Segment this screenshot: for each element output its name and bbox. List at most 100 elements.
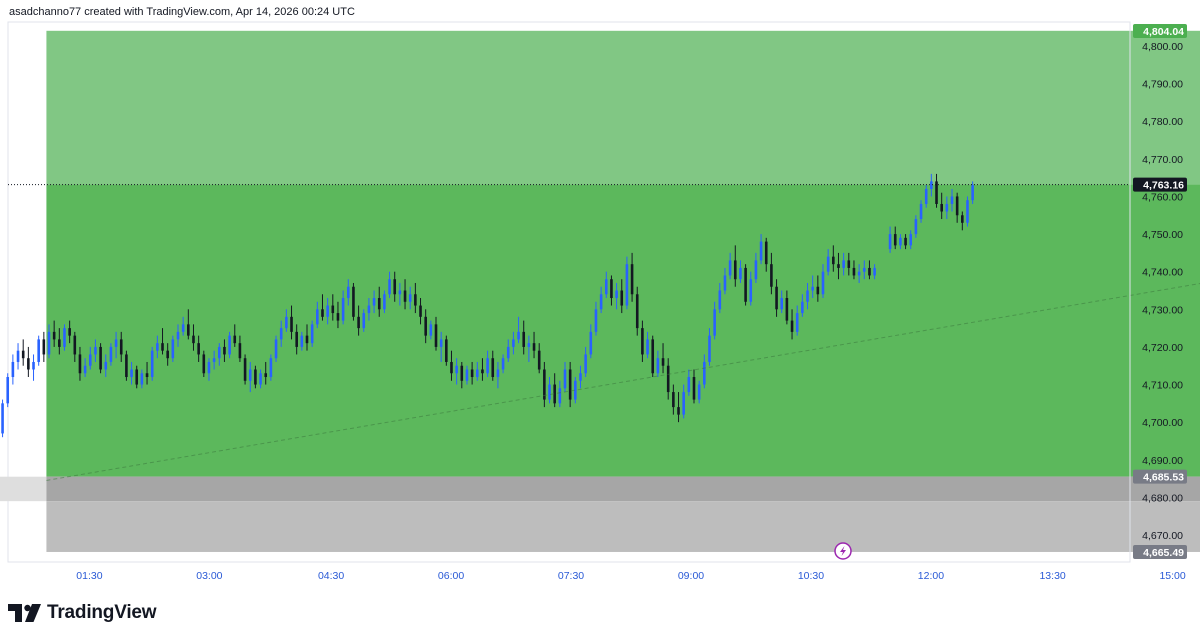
candle-body bbox=[176, 331, 180, 340]
candle-body bbox=[759, 241, 763, 261]
candle-body bbox=[243, 358, 247, 381]
candle-body bbox=[398, 290, 402, 295]
candle-body bbox=[790, 320, 794, 332]
tradingview-branding[interactable]: TradingView bbox=[8, 601, 157, 625]
profit-zone-realized[interactable] bbox=[46, 184, 1200, 477]
candle-body bbox=[697, 384, 701, 400]
candle bbox=[770, 252, 773, 295]
candle-body bbox=[785, 298, 789, 321]
candle bbox=[228, 331, 231, 359]
overlay-lines bbox=[8, 184, 1200, 481]
candle bbox=[367, 298, 371, 321]
candle-body bbox=[68, 328, 71, 336]
candle-body bbox=[909, 234, 913, 246]
last-price-badge: 4,763.16 bbox=[1133, 177, 1187, 192]
stop-zone-lower[interactable] bbox=[46, 501, 1200, 552]
candle-body bbox=[971, 185, 974, 201]
candle bbox=[140, 369, 144, 389]
time-tick-label: 15:00 bbox=[1159, 570, 1185, 582]
candle-body bbox=[579, 373, 582, 381]
candle bbox=[759, 234, 763, 265]
candle-body bbox=[506, 346, 510, 359]
candle bbox=[321, 294, 324, 321]
candle-body bbox=[238, 343, 242, 359]
candle-body bbox=[279, 328, 283, 340]
candle bbox=[966, 196, 969, 227]
candle bbox=[326, 298, 329, 325]
time-axis[interactable]: 19:00121301:3003:0004:3006:0007:3009:001… bbox=[0, 570, 1200, 582]
price-tick-label: 4,720.00 bbox=[1142, 342, 1183, 354]
candle-body bbox=[202, 354, 206, 374]
price-tick-label: 4,760.00 bbox=[1142, 191, 1183, 203]
candle bbox=[171, 335, 175, 362]
candle-body bbox=[604, 279, 608, 295]
candle bbox=[826, 249, 830, 276]
candle bbox=[429, 320, 433, 340]
candle bbox=[352, 282, 355, 321]
candle-body bbox=[16, 350, 20, 362]
candle-body bbox=[171, 339, 175, 359]
candle-body bbox=[233, 335, 237, 344]
candle bbox=[398, 282, 402, 306]
candle bbox=[58, 328, 61, 355]
candle bbox=[837, 252, 840, 280]
candle-body bbox=[857, 271, 861, 276]
candle-body bbox=[893, 234, 897, 246]
profit-zone-remaining[interactable] bbox=[46, 30, 1200, 185]
candle-body bbox=[285, 316, 288, 329]
candle bbox=[780, 290, 784, 314]
candle-body bbox=[780, 298, 784, 310]
candle-body bbox=[672, 392, 675, 408]
candle-body bbox=[27, 358, 30, 370]
entry-price-badge-background bbox=[1133, 469, 1187, 484]
candle bbox=[455, 358, 458, 385]
candle bbox=[501, 354, 505, 374]
candle bbox=[357, 305, 360, 336]
candle bbox=[27, 346, 30, 378]
candle bbox=[445, 335, 448, 366]
chart-caption: asadchanno77 created with TradingView.co… bbox=[9, 6, 355, 18]
candle bbox=[212, 350, 216, 370]
candle-body bbox=[733, 260, 737, 280]
candle bbox=[635, 286, 639, 336]
candle-body bbox=[532, 343, 536, 351]
candle-body bbox=[52, 331, 56, 340]
stop-zone-upper[interactable] bbox=[46, 476, 1200, 502]
candle-body bbox=[445, 339, 448, 362]
lightning-icon[interactable] bbox=[834, 542, 852, 560]
candle-body bbox=[21, 350, 25, 359]
candle-body bbox=[801, 301, 804, 314]
candle-body bbox=[37, 339, 40, 362]
candle bbox=[269, 354, 273, 381]
candle-body bbox=[584, 354, 587, 374]
candle bbox=[785, 290, 789, 325]
candle bbox=[279, 320, 283, 347]
time-tick-label: 01:30 bbox=[76, 570, 102, 582]
candle-body bbox=[439, 339, 443, 347]
candle-body bbox=[940, 203, 943, 212]
candle-body bbox=[610, 279, 613, 299]
candle bbox=[790, 309, 794, 340]
candle-body bbox=[6, 377, 10, 404]
candle-body bbox=[553, 384, 556, 404]
candle-body bbox=[104, 361, 108, 370]
candle-body bbox=[682, 392, 685, 415]
candle-body bbox=[83, 365, 87, 374]
candle bbox=[914, 215, 918, 238]
price-axis[interactable]: 4,800.00 4,790.00 4,780.00 4,770.00 4,760.00… bbox=[1142, 41, 1183, 542]
candle-body bbox=[837, 264, 840, 268]
candle bbox=[847, 252, 851, 276]
candle bbox=[630, 252, 634, 302]
candle bbox=[971, 181, 974, 204]
entry-price-badge-label: 4,685.53 bbox=[1143, 472, 1184, 484]
price-tick-label: 4,740.00 bbox=[1142, 267, 1183, 279]
candle bbox=[708, 328, 711, 366]
candle-body bbox=[852, 267, 856, 276]
candle bbox=[682, 384, 685, 419]
candle bbox=[955, 192, 959, 223]
candle bbox=[197, 335, 200, 362]
candle bbox=[940, 192, 943, 220]
candle-body bbox=[212, 358, 216, 362]
candle-body bbox=[646, 339, 649, 355]
